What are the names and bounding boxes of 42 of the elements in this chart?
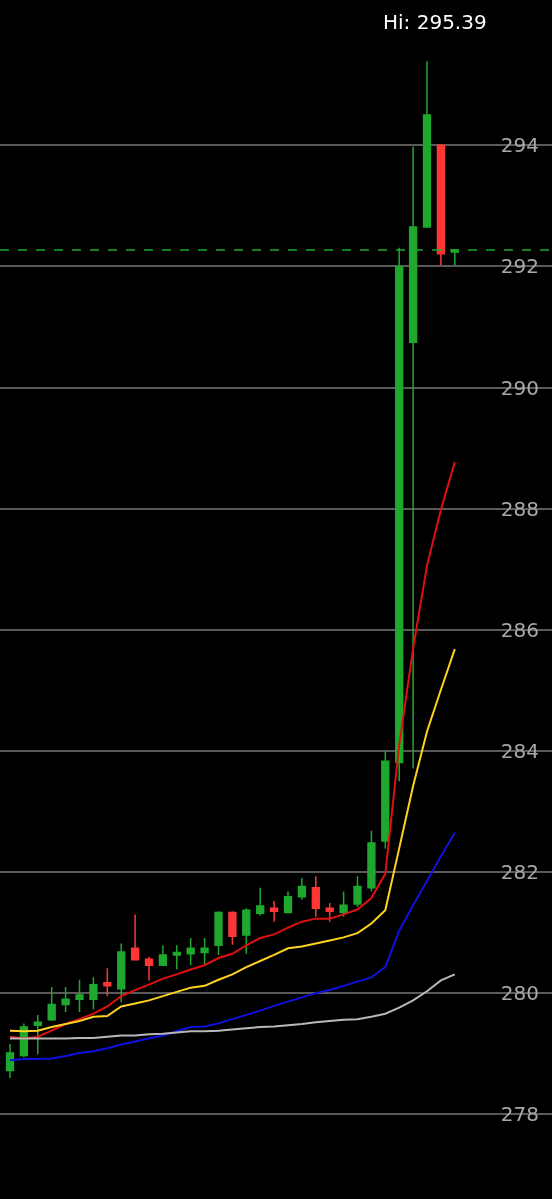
candlestick bbox=[256, 886, 265, 917]
y-tick-label: 294 bbox=[500, 133, 539, 158]
candlestick bbox=[89, 976, 98, 1011]
candlestick bbox=[353, 875, 362, 908]
candlestick bbox=[144, 956, 154, 982]
y-tick-label: 290 bbox=[500, 375, 539, 400]
annotation: Hi: 295.39 bbox=[383, 10, 487, 34]
candlestick bbox=[47, 986, 56, 1022]
candlestick bbox=[367, 830, 376, 893]
y-tick-label: 292 bbox=[500, 254, 539, 279]
line-series bbox=[9, 461, 456, 1040]
line-series bbox=[9, 831, 456, 1062]
candlestick bbox=[242, 907, 251, 955]
y-tick-label: 278 bbox=[500, 1102, 539, 1127]
candlestick bbox=[339, 890, 348, 918]
candlestick bbox=[186, 937, 195, 967]
candlestick bbox=[172, 944, 181, 971]
line-series bbox=[9, 648, 456, 1033]
y-tick-label: 284 bbox=[500, 738, 539, 763]
candlestick bbox=[311, 875, 320, 918]
candlestick bbox=[33, 1014, 42, 1056]
y-tick-label: 282 bbox=[500, 860, 539, 884]
y-tick-label: 286 bbox=[500, 617, 539, 642]
candlestick bbox=[283, 890, 293, 914]
candlestick bbox=[269, 900, 279, 923]
candlestick bbox=[103, 967, 112, 997]
y-tick-label: 280 bbox=[500, 981, 539, 1006]
candlestick bbox=[214, 910, 223, 956]
candlestick bbox=[5, 1043, 15, 1079]
candlestick bbox=[297, 877, 307, 901]
candlestick bbox=[228, 910, 237, 946]
candlestick bbox=[61, 986, 70, 1013]
candlestick bbox=[117, 942, 126, 1003]
y-tick-label: 288 bbox=[500, 496, 539, 521]
line-series bbox=[9, 973, 456, 1040]
candlestick bbox=[200, 937, 209, 967]
candlestick bbox=[436, 144, 446, 266]
candlestick bbox=[381, 750, 390, 850]
candlestick bbox=[130, 913, 140, 961]
candlestick bbox=[422, 60, 432, 228]
candlestick bbox=[158, 944, 168, 967]
candlestick bbox=[75, 979, 84, 1013]
